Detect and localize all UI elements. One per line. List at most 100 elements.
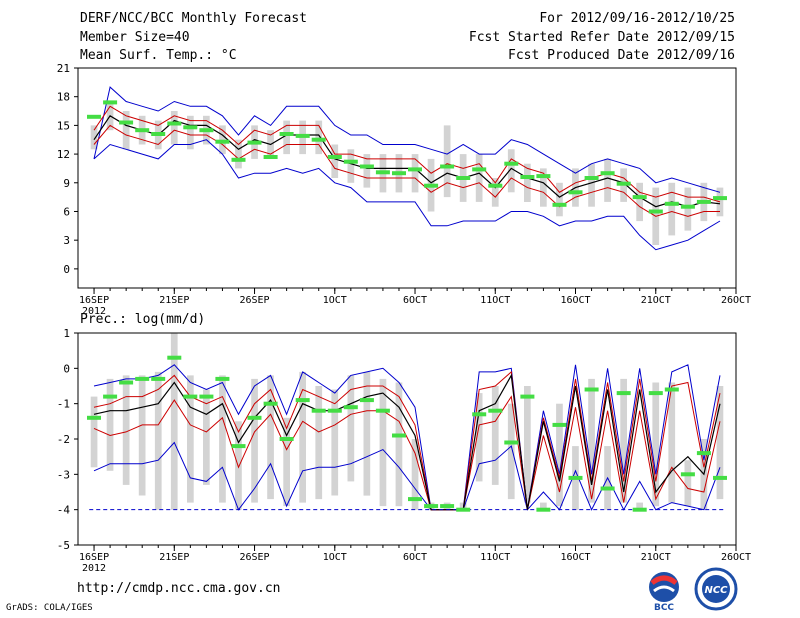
spread-box bbox=[491, 178, 499, 207]
grads-credit: GrADS: COLA/IGES bbox=[6, 603, 93, 613]
median-marker bbox=[600, 486, 615, 491]
spread-box bbox=[475, 393, 483, 482]
median-marker bbox=[359, 398, 374, 403]
median-marker bbox=[504, 161, 519, 166]
median-marker bbox=[87, 415, 101, 420]
spread-box bbox=[219, 375, 226, 503]
median-marker bbox=[600, 171, 615, 176]
spread-box bbox=[475, 154, 483, 202]
median-marker bbox=[135, 376, 150, 381]
spread-box bbox=[684, 460, 692, 507]
series-max-line bbox=[93, 364, 721, 511]
source-url[interactable]: http://cmdp.ncc.cma.gov.cn bbox=[77, 581, 281, 596]
x-tick-label: 21SEP bbox=[159, 552, 189, 563]
median-marker bbox=[696, 199, 711, 204]
median-marker bbox=[456, 507, 471, 512]
bcc-logo: BCC bbox=[649, 572, 679, 613]
median-marker bbox=[295, 133, 310, 138]
median-marker bbox=[696, 451, 711, 456]
spread-box bbox=[331, 144, 339, 178]
y-tick-label: -2 bbox=[57, 433, 70, 446]
median-marker bbox=[713, 196, 727, 201]
x-tick-year: 2012 bbox=[82, 563, 106, 574]
forecast-range: For 2012/09/16-2012/10/25 bbox=[539, 11, 735, 26]
spread-box bbox=[636, 182, 643, 222]
x-tick-label: 26SEP bbox=[239, 552, 269, 563]
median-marker bbox=[584, 387, 599, 392]
x-tick-label: 1OCT bbox=[323, 295, 347, 306]
median-marker bbox=[488, 183, 503, 188]
x-tick-label: 21SEP bbox=[159, 295, 189, 306]
spread-box bbox=[90, 396, 98, 468]
spread-box bbox=[315, 120, 323, 155]
y-tick-label: 6 bbox=[63, 205, 70, 218]
spread-box bbox=[347, 375, 355, 482]
median-marker bbox=[424, 504, 439, 509]
spread-box bbox=[507, 149, 515, 193]
median-marker bbox=[119, 380, 134, 385]
median-marker bbox=[215, 139, 230, 144]
spread-box bbox=[540, 168, 547, 207]
spread-box bbox=[395, 382, 403, 507]
median-marker bbox=[392, 171, 406, 176]
ncc-logo: NCC bbox=[694, 567, 738, 611]
spread-box bbox=[251, 378, 258, 503]
median-marker bbox=[247, 140, 262, 145]
spread-box bbox=[315, 386, 323, 500]
y-tick-label: -4 bbox=[57, 504, 71, 517]
x-tick-label: 26OCT bbox=[721, 552, 751, 563]
spread-box bbox=[716, 386, 724, 500]
spread-box bbox=[363, 371, 371, 496]
x-tick-label: 21OCT bbox=[641, 552, 671, 563]
spread-box bbox=[347, 149, 355, 183]
median-marker bbox=[536, 507, 551, 512]
x-tick-label: 16OCT bbox=[560, 552, 590, 563]
precip-title: Prec.: log(mm/d) bbox=[80, 312, 205, 327]
median-marker bbox=[199, 128, 214, 133]
median-marker bbox=[167, 355, 182, 360]
median-marker bbox=[119, 120, 134, 125]
spread-box bbox=[411, 154, 419, 193]
median-marker bbox=[183, 394, 198, 399]
y-tick-label: 3 bbox=[63, 234, 70, 247]
spread-box bbox=[187, 115, 194, 150]
y-tick-label: -5 bbox=[57, 539, 70, 552]
median-marker bbox=[520, 175, 535, 179]
ncc-logo-text: NCC bbox=[704, 585, 728, 596]
spread-box bbox=[524, 163, 531, 202]
y-tick-label: 12 bbox=[57, 148, 70, 161]
x-tick-label: 6OCT bbox=[403, 295, 427, 306]
median-marker bbox=[247, 415, 262, 420]
median-marker bbox=[167, 121, 182, 126]
x-tick-label: 26OCT bbox=[721, 295, 751, 306]
y-tick-label: 1 bbox=[63, 327, 70, 340]
series-upper-line bbox=[93, 105, 721, 203]
spread-box bbox=[443, 125, 451, 198]
x-tick-label: 6OCT bbox=[403, 552, 427, 563]
y-tick-label: 0 bbox=[63, 263, 70, 276]
median-marker bbox=[392, 433, 406, 438]
median-marker bbox=[616, 391, 631, 396]
x-tick-label: 26SEP bbox=[239, 295, 269, 306]
median-marker bbox=[680, 204, 695, 209]
variable-label: Mean Surf. Temp.: °C bbox=[80, 48, 237, 63]
bcc-logo-text: BCC bbox=[654, 603, 674, 613]
median-marker bbox=[713, 475, 727, 480]
median-marker bbox=[151, 132, 166, 136]
median-marker bbox=[375, 408, 390, 413]
spread-box bbox=[299, 371, 306, 503]
fcst-produced: Fcst Produced Date 2012/09/16 bbox=[508, 48, 735, 63]
x-tick-label: 16SEP bbox=[79, 552, 109, 563]
median-marker bbox=[632, 507, 647, 512]
median-marker bbox=[408, 167, 422, 172]
median-marker bbox=[343, 405, 358, 410]
series-mean-line bbox=[93, 373, 721, 511]
x-tick-label: 21OCT bbox=[641, 295, 671, 306]
spread-box bbox=[556, 182, 563, 217]
x-tick-label: 16SEP bbox=[79, 295, 109, 306]
y-tick-label: 21 bbox=[57, 62, 70, 75]
spread-box bbox=[684, 187, 692, 231]
median-marker bbox=[375, 170, 390, 175]
median-marker bbox=[408, 497, 422, 502]
